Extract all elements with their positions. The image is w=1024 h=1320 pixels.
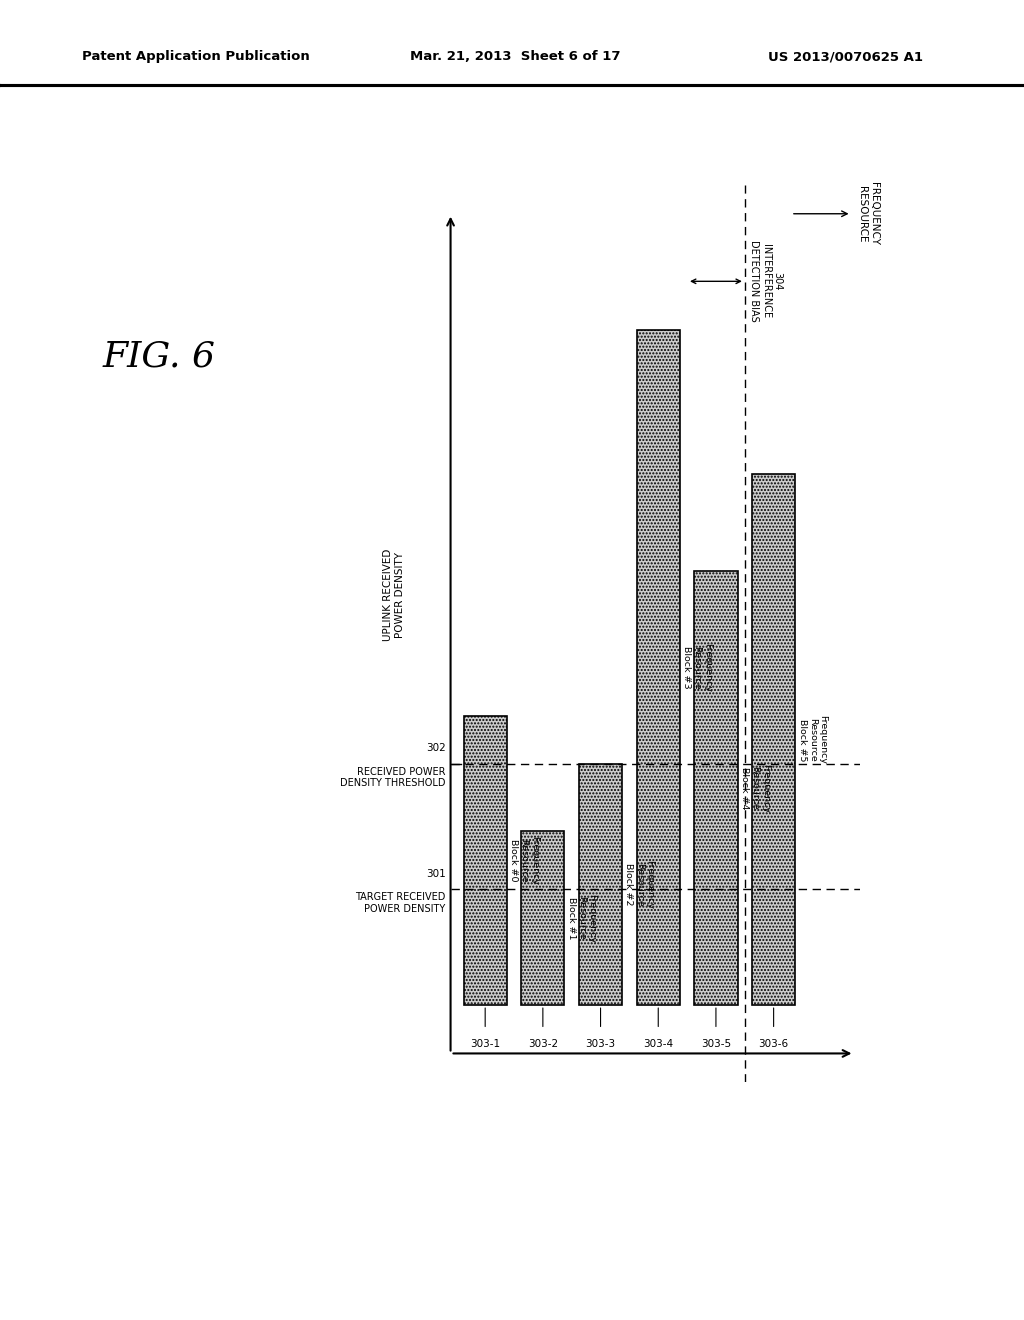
- Text: Patent Application Publication: Patent Application Publication: [82, 50, 309, 63]
- Text: 303-6: 303-6: [759, 1039, 788, 1049]
- Text: 303-1: 303-1: [470, 1039, 501, 1049]
- Bar: [637, 330, 680, 1006]
- Text: FREQUENCY
RESOURCE: FREQUENCY RESOURCE: [857, 182, 879, 246]
- Text: Frequency
Resource
Block #5: Frequency Resource Block #5: [798, 715, 827, 764]
- Text: Frequency
Resource
Block #1: Frequency Resource Block #1: [567, 894, 597, 942]
- Text: TARGET RECEIVED
POWER DENSITY: TARGET RECEIVED POWER DENSITY: [355, 892, 445, 913]
- Bar: [752, 474, 796, 1006]
- Text: FIG. 6: FIG. 6: [102, 339, 215, 374]
- Text: 304
INTERFERENCE
DETECTION BIAS: 304 INTERFERENCE DETECTION BIAS: [750, 240, 782, 322]
- Bar: [694, 570, 737, 1006]
- Bar: [464, 715, 507, 1006]
- Text: RECEIVED POWER
DENSITY THRESHOLD: RECEIVED POWER DENSITY THRESHOLD: [340, 767, 445, 788]
- Text: Mar. 21, 2013  Sheet 6 of 17: Mar. 21, 2013 Sheet 6 of 17: [410, 50, 621, 63]
- Text: 303-4: 303-4: [643, 1039, 674, 1049]
- Text: 302: 302: [426, 743, 445, 754]
- Text: US 2013/0070625 A1: US 2013/0070625 A1: [768, 50, 923, 63]
- Text: 301: 301: [426, 869, 445, 879]
- Text: Frequency
Resource
Block #3: Frequency Resource Block #3: [682, 643, 712, 692]
- Bar: [521, 832, 564, 1006]
- Text: Frequency
Resource
Block #4: Frequency Resource Block #4: [740, 763, 770, 813]
- Bar: [579, 764, 623, 1006]
- Text: Frequency
Resource
Block #0: Frequency Resource Block #0: [509, 836, 539, 884]
- Text: 303-5: 303-5: [700, 1039, 731, 1049]
- Text: 303-2: 303-2: [527, 1039, 558, 1049]
- Text: UPLINK RECEIVED
POWER DENSITY: UPLINK RECEIVED POWER DENSITY: [383, 549, 406, 642]
- Text: 303-3: 303-3: [586, 1039, 615, 1049]
- Text: Frequency
Resource
Block #2: Frequency Resource Block #2: [625, 861, 654, 909]
